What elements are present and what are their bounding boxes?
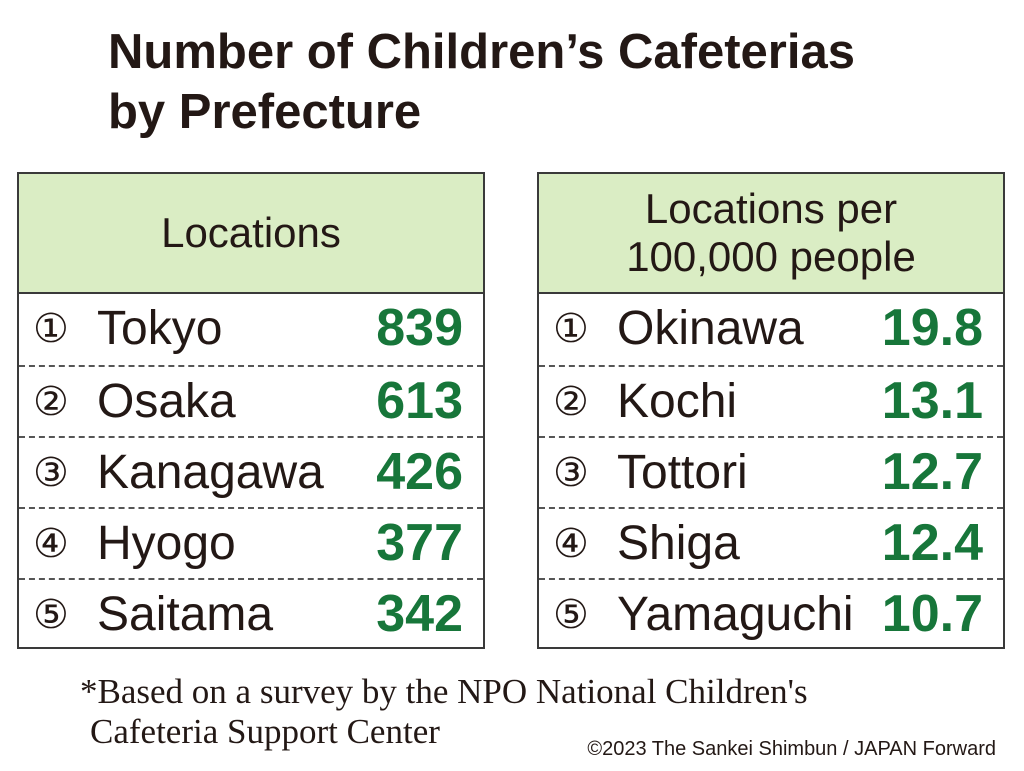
table: Locations per 100,000 people ① Okinawa 19.8 ②… [537, 172, 1005, 649]
table-row: ④ Hyogo 377 [19, 507, 483, 578]
prefecture: Saitama [97, 588, 274, 641]
title-line: Number of Children’s Cafeterias [108, 25, 855, 79]
rank: ③ [33, 450, 69, 496]
footnote-line: Cafeteria Support Center [90, 712, 440, 751]
rank: ④ [33, 521, 69, 567]
prefecture: Hyogo [97, 517, 236, 570]
table-row: ⑤ Saitama 342 [19, 578, 483, 649]
prefecture: Tottori [617, 446, 748, 499]
table-row: ① Tokyo 839 [19, 294, 483, 365]
rank: ② [553, 379, 589, 425]
value: 10.7 [881, 585, 983, 643]
value: 12.4 [881, 514, 983, 572]
value: 12.7 [881, 443, 983, 501]
table-row: ③ Kanagawa 426 [19, 436, 483, 507]
title-line: by Prefecture [108, 85, 422, 139]
prefecture: Kochi [617, 375, 738, 428]
rank: ④ [553, 521, 589, 567]
footnote: *Based on a survey by the NPO National C… [80, 672, 808, 752]
rank: ② [33, 379, 69, 425]
table-row: ⑤ Yamaguchi 10.7 [539, 578, 1003, 649]
table-row: ③ Tottori 12.7 [539, 436, 1003, 507]
header-line: Locations per [644, 185, 898, 232]
value: 342 [376, 585, 463, 643]
footnote-line: *Based on a survey by the NPO National C… [80, 672, 808, 711]
table: Locations ① Tokyo 839 ② Osaka 613 ③ Kanagawa 426 ④… [17, 172, 485, 649]
table-row: ② Osaka 613 [19, 365, 483, 436]
table-row: ② Kochi 13.1 [539, 365, 1003, 436]
table-header: Locations per 100,000 people [539, 174, 1003, 294]
prefecture: Kanagawa [97, 446, 324, 499]
table-header: Locations [19, 174, 483, 294]
value: 839 [376, 299, 463, 357]
title: Number of Children’s Cafeterias by Prefec… [108, 22, 855, 142]
prefecture: Tokyo [97, 302, 223, 355]
value: 19.8 [881, 299, 983, 357]
value: 613 [376, 372, 463, 430]
rank: ① [33, 306, 69, 352]
table-row: ① Okinawa 19.8 [539, 294, 1003, 365]
rank: ⑤ [553, 592, 589, 638]
table-row: ④ Shiga 12.4 [539, 507, 1003, 578]
credit: ©2023 The Sankei Shimbun / JAPAN Forward [587, 738, 996, 760]
value: 426 [376, 443, 463, 501]
rank: ⑤ [33, 592, 69, 638]
prefecture: Shiga [617, 517, 740, 570]
prefecture: Yamaguchi [617, 588, 854, 641]
header-line: Locations [161, 209, 341, 256]
value: 13.1 [881, 372, 983, 430]
prefecture: Okinawa [617, 302, 804, 355]
value: 377 [376, 514, 463, 572]
header-line: 100,000 people [626, 233, 916, 280]
rank: ① [553, 306, 589, 352]
rank: ③ [553, 450, 589, 496]
prefecture: Osaka [97, 375, 236, 428]
